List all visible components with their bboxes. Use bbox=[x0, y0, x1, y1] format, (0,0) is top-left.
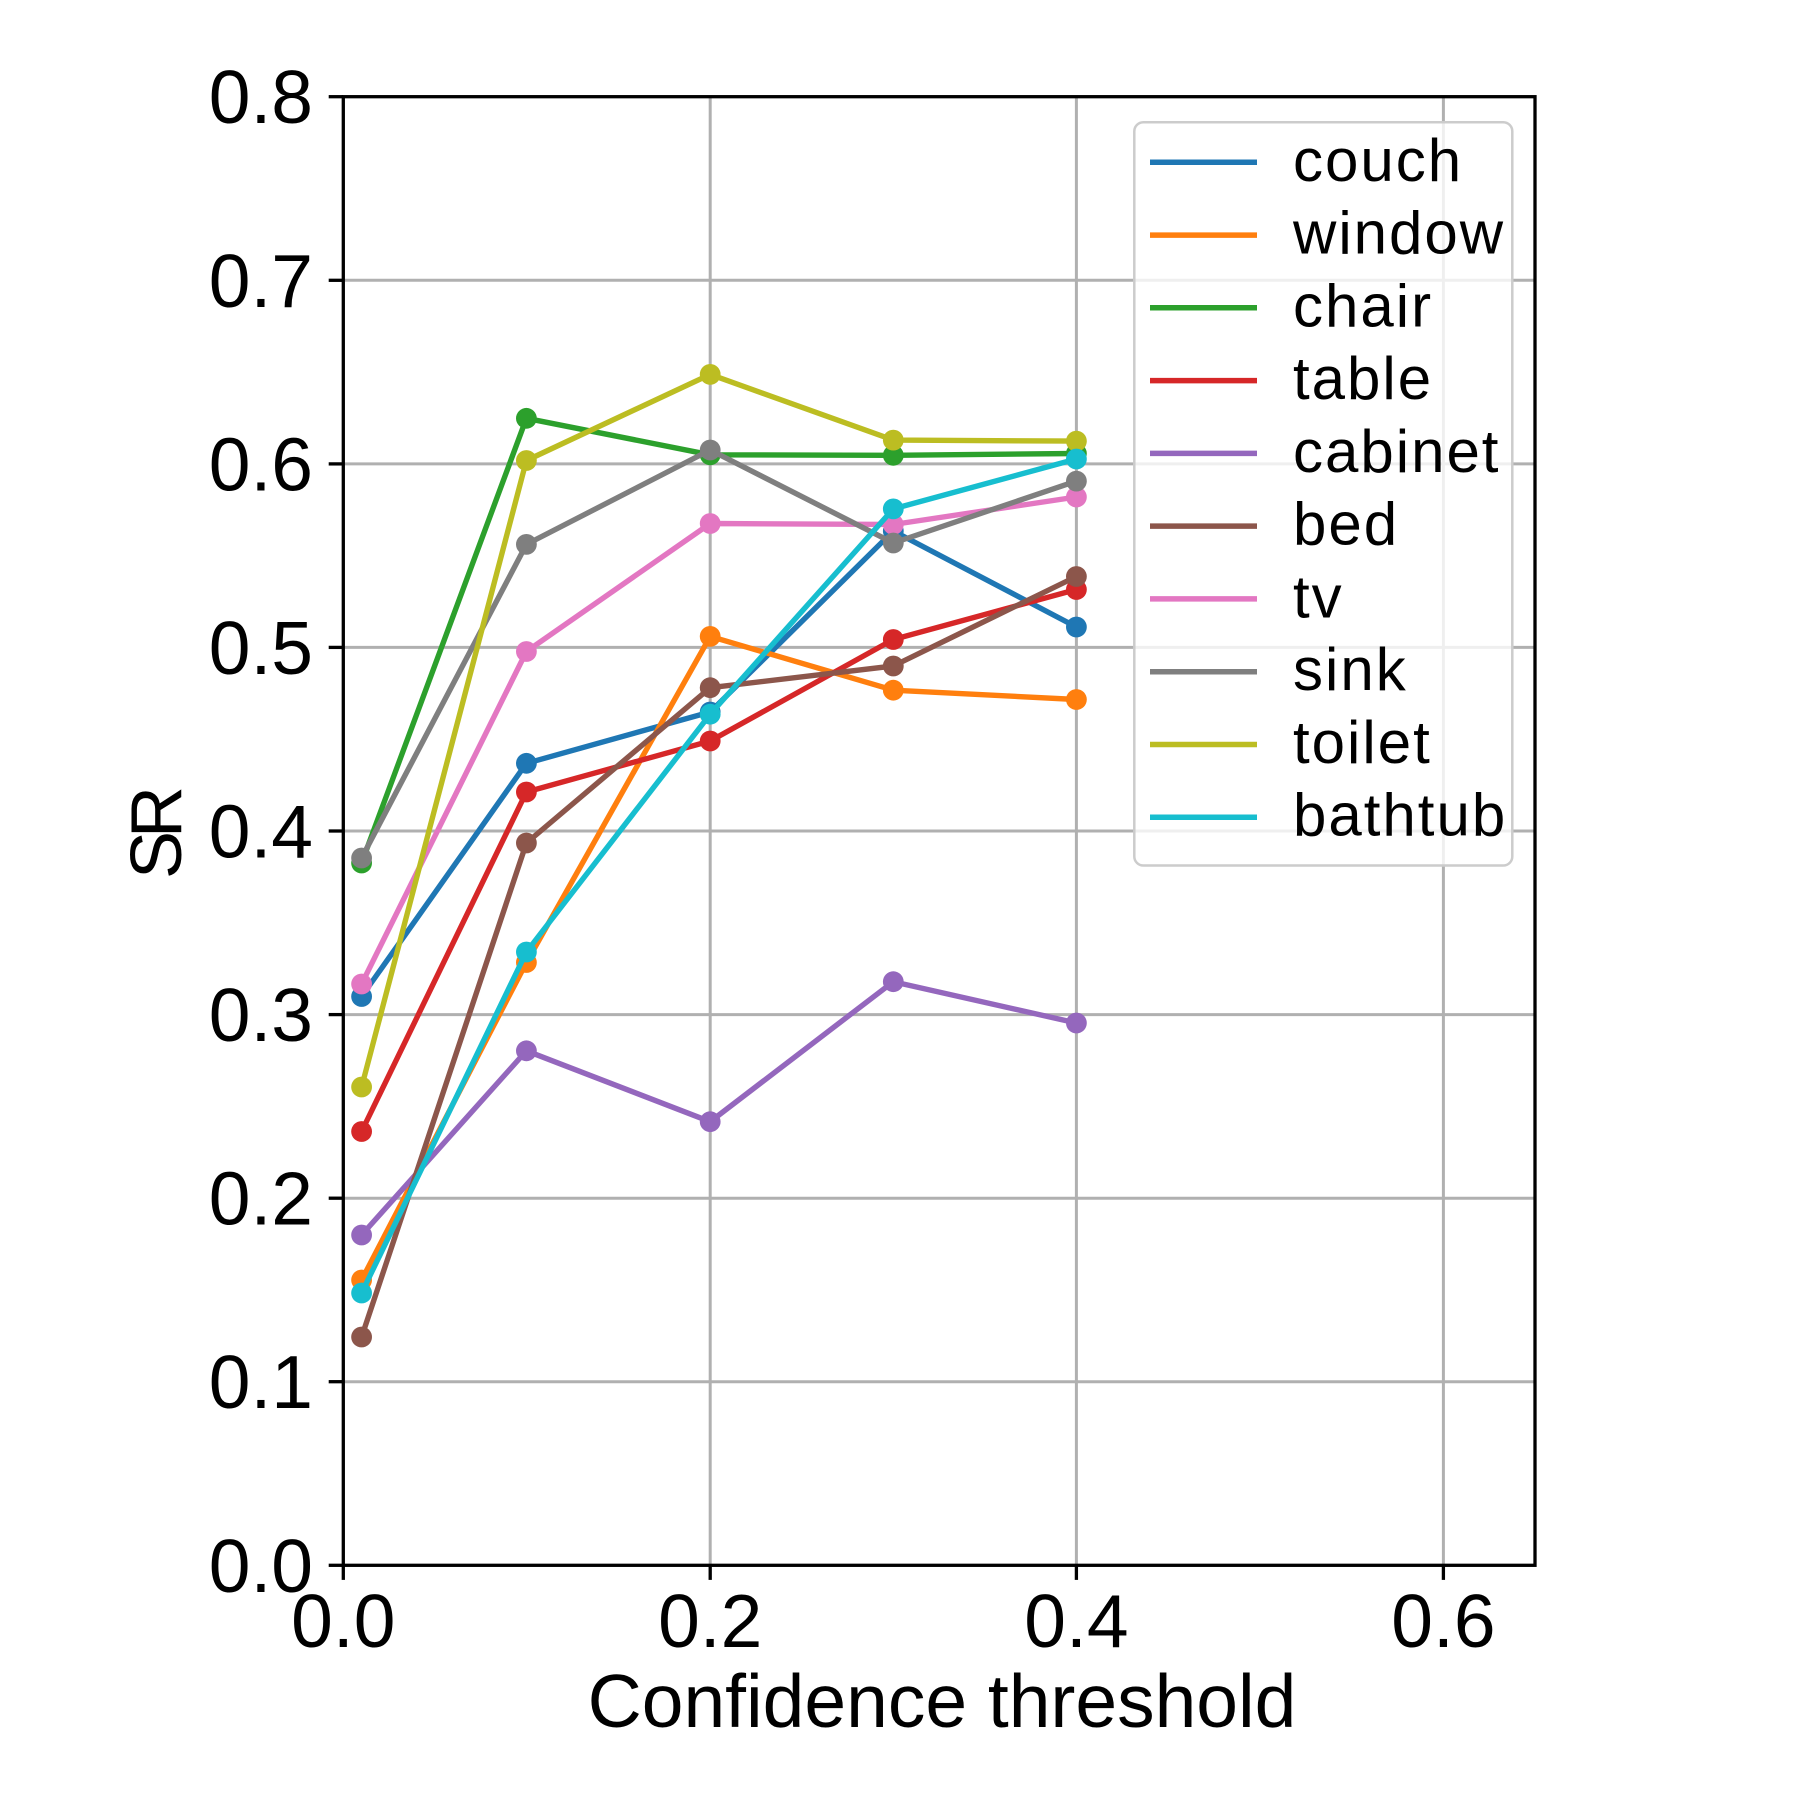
svg-text:0.0: 0.0 bbox=[291, 1579, 395, 1663]
svg-text:0.6: 0.6 bbox=[209, 422, 313, 506]
svg-text:0.8: 0.8 bbox=[209, 55, 313, 139]
svg-text:0.1: 0.1 bbox=[209, 1340, 313, 1424]
svg-text:0.3: 0.3 bbox=[209, 973, 313, 1057]
svg-text:0.2: 0.2 bbox=[209, 1157, 313, 1241]
svg-text:bed: bed bbox=[1293, 491, 1399, 558]
svg-text:0.7: 0.7 bbox=[209, 239, 313, 323]
svg-text:table: table bbox=[1293, 345, 1433, 412]
svg-text:0.4: 0.4 bbox=[1024, 1579, 1128, 1663]
svg-text:Confidence threshold: Confidence threshold bbox=[588, 1659, 1297, 1743]
svg-text:chair: chair bbox=[1293, 272, 1433, 339]
svg-text:0.0: 0.0 bbox=[209, 1524, 313, 1608]
svg-text:cabinet: cabinet bbox=[1293, 418, 1500, 485]
svg-text:toilet: toilet bbox=[1293, 709, 1432, 776]
svg-text:SR: SR bbox=[117, 789, 197, 879]
svg-text:bathtub: bathtub bbox=[1293, 782, 1507, 849]
svg-text:0.2: 0.2 bbox=[658, 1579, 762, 1663]
svg-text:sink: sink bbox=[1293, 636, 1408, 703]
svg-text:0.6: 0.6 bbox=[1391, 1579, 1495, 1663]
svg-text:0.5: 0.5 bbox=[209, 606, 313, 690]
svg-text:0.4: 0.4 bbox=[209, 790, 313, 874]
svg-text:couch: couch bbox=[1293, 127, 1463, 194]
svg-text:tv: tv bbox=[1293, 563, 1344, 630]
svg-text:window: window bbox=[1292, 200, 1505, 267]
